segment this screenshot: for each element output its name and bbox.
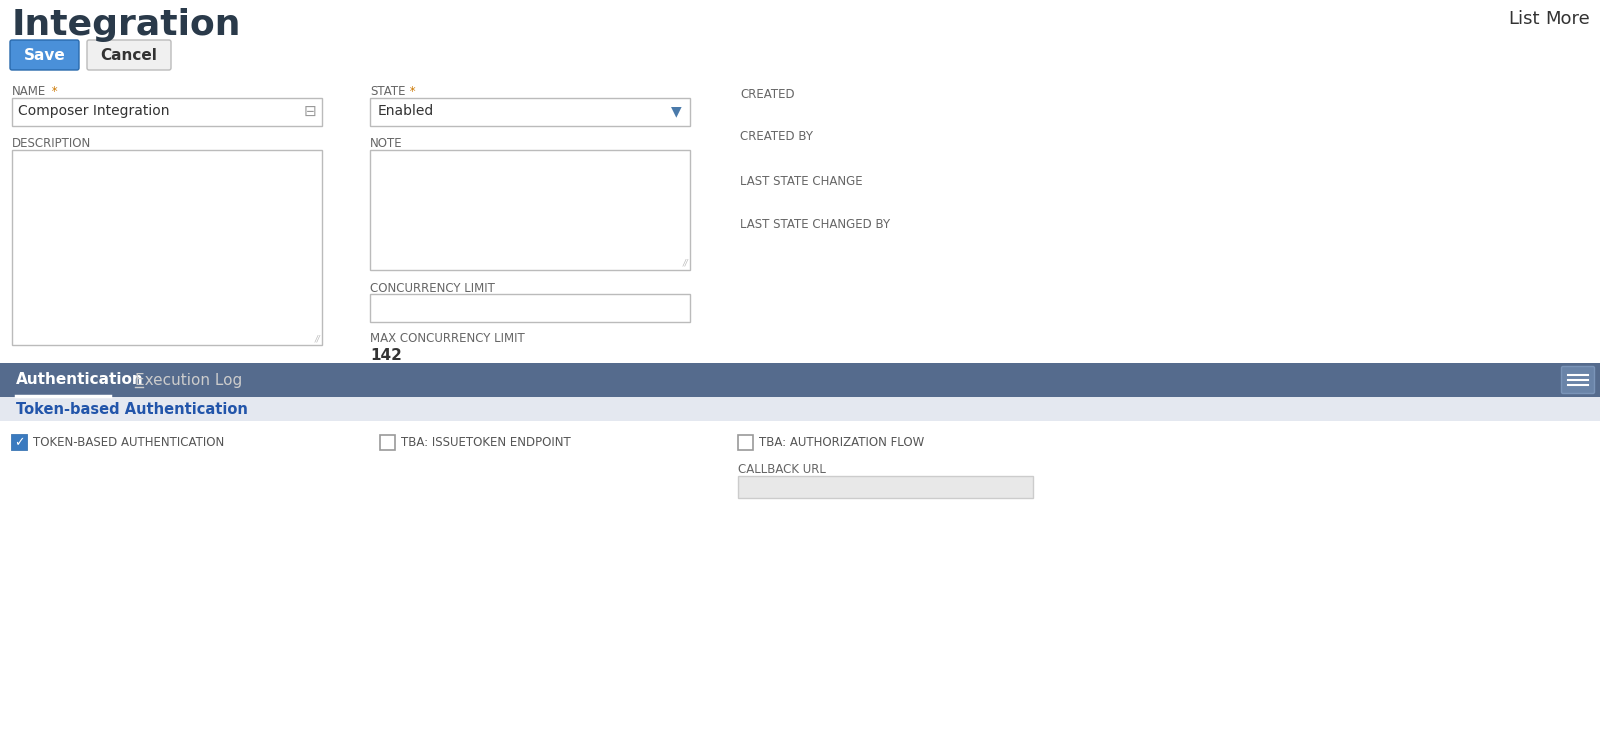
Text: Execution Log: Execution Log (134, 372, 242, 388)
Text: NAME: NAME (13, 85, 46, 98)
Text: *: * (406, 85, 416, 98)
Text: ✓: ✓ (14, 436, 24, 449)
Text: CONCURRENCY LIMIT: CONCURRENCY LIMIT (370, 282, 494, 295)
Bar (0, 397, 1600, 421)
Text: Authentication: Authentication (16, 372, 144, 388)
Text: TBA: AUTHORIZATION FLOW: TBA: AUTHORIZATION FLOW (758, 436, 925, 449)
Text: Cancel: Cancel (101, 48, 157, 62)
Text: CALLBACK URL: CALLBACK URL (738, 463, 826, 476)
Text: Save: Save (24, 48, 66, 62)
Bar (13, 150, 322, 345)
Bar (370, 294, 690, 322)
Text: STATE: STATE (370, 85, 405, 98)
Text: LAST STATE CHANGE: LAST STATE CHANGE (739, 175, 862, 188)
FancyBboxPatch shape (86, 40, 171, 70)
Text: LAST STATE CHANGED BY: LAST STATE CHANGED BY (739, 218, 890, 231)
Bar (13, 98, 322, 126)
Text: CREATED: CREATED (739, 88, 795, 101)
Text: Composer Integration: Composer Integration (18, 104, 170, 118)
Bar (13, 435, 27, 450)
Text: TOKEN-BASED AUTHENTICATION: TOKEN-BASED AUTHENTICATION (34, 436, 224, 449)
Text: *: * (48, 85, 58, 98)
Text: CREATED BY: CREATED BY (739, 130, 813, 143)
Bar (370, 150, 690, 270)
Bar (738, 476, 1034, 498)
FancyBboxPatch shape (1562, 366, 1595, 393)
Text: Enabled: Enabled (378, 104, 434, 118)
Text: List: List (1509, 10, 1539, 28)
Bar (381, 435, 395, 450)
Bar (13, 435, 27, 450)
Text: //: // (682, 259, 688, 268)
Text: //: // (314, 334, 320, 343)
Text: NOTE: NOTE (370, 137, 403, 150)
Text: MAX CONCURRENCY LIMIT: MAX CONCURRENCY LIMIT (370, 332, 525, 345)
Text: Token-based Authentication: Token-based Authentication (16, 401, 248, 416)
Text: ▼: ▼ (672, 104, 682, 118)
Bar (370, 98, 690, 126)
Bar (0, 363, 1600, 397)
Text: 142: 142 (370, 348, 402, 363)
Text: More: More (1546, 10, 1590, 28)
Bar (738, 435, 754, 450)
Text: Integration: Integration (13, 8, 242, 42)
Text: ⊟: ⊟ (304, 103, 317, 118)
Text: TBA: ISSUETOKEN ENDPOINT: TBA: ISSUETOKEN ENDPOINT (402, 436, 571, 449)
Text: DESCRIPTION: DESCRIPTION (13, 137, 91, 150)
FancyBboxPatch shape (10, 40, 78, 70)
Polygon shape (58, 398, 67, 404)
